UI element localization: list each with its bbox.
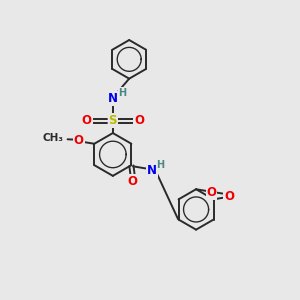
Text: O: O <box>128 175 138 188</box>
Text: CH₃: CH₃ <box>42 134 63 143</box>
Text: N: N <box>108 92 118 105</box>
Text: H: H <box>156 160 165 170</box>
Text: O: O <box>82 114 92 128</box>
Text: O: O <box>206 186 217 199</box>
Text: S: S <box>109 114 117 128</box>
Text: H: H <box>118 88 127 98</box>
Text: O: O <box>224 190 234 202</box>
Text: O: O <box>74 134 84 147</box>
Text: O: O <box>134 114 144 128</box>
Text: N: N <box>147 164 157 177</box>
